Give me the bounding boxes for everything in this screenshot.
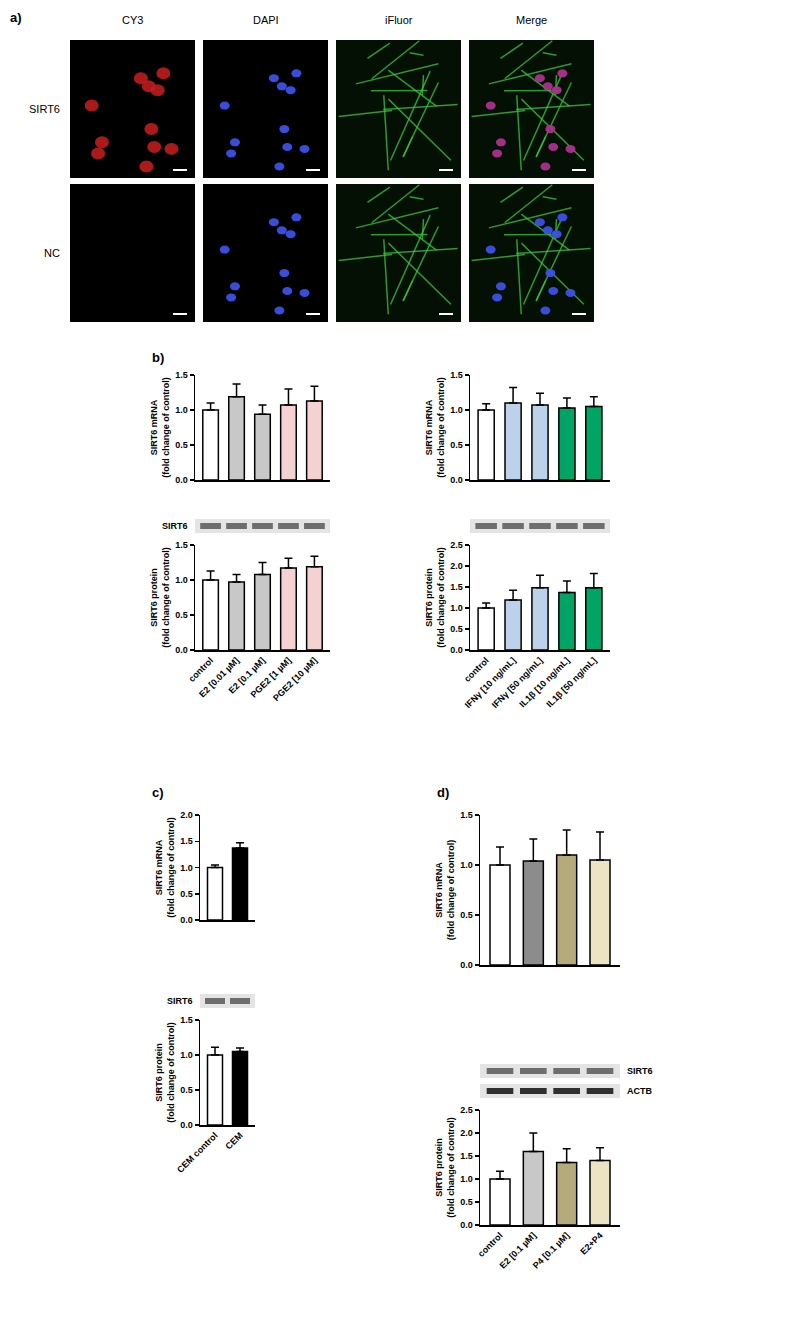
svg-text:CY3: CY3 [122, 14, 143, 26]
svg-text:0.5: 0.5 [180, 1085, 193, 1095]
svg-text:1.0: 1.0 [460, 860, 473, 870]
svg-text:control: control [187, 655, 216, 684]
svg-text:DAPI: DAPI [253, 14, 279, 26]
svg-text:1.0: 1.0 [460, 1174, 473, 1184]
svg-text:c): c) [152, 785, 164, 800]
svg-text:1.5: 1.5 [180, 1015, 193, 1025]
svg-text:2.5: 2.5 [460, 1105, 473, 1115]
svg-text:0.5: 0.5 [175, 610, 188, 620]
svg-text:0.5: 0.5 [175, 440, 188, 450]
svg-text:0.0: 0.0 [450, 475, 463, 485]
svg-text:Merge: Merge [516, 14, 547, 26]
svg-text:CEM control: CEM control [175, 1130, 220, 1175]
svg-text:2.0: 2.0 [450, 561, 463, 571]
svg-text:PGE2 [10 µM]: PGE2 [10 µM] [271, 655, 319, 703]
svg-text:SIRT6 protein(fold change of c: SIRT6 protein(fold change of control) [424, 547, 446, 648]
svg-text:0.0: 0.0 [460, 960, 473, 970]
svg-text:1.5: 1.5 [175, 370, 188, 380]
svg-text:E2 [0.1 µM]: E2 [0.1 µM] [497, 1230, 537, 1270]
svg-text:ACTB: ACTB [627, 1086, 652, 1096]
svg-text:0.5: 0.5 [460, 910, 473, 920]
svg-text:2.0: 2.0 [180, 810, 193, 820]
svg-text:iFluor: iFluor [385, 14, 413, 26]
svg-text:1.0: 1.0 [450, 603, 463, 613]
svg-text:0.0: 0.0 [175, 475, 188, 485]
svg-text:1.0: 1.0 [175, 575, 188, 585]
svg-text:IFNγ [50 ng/mL]: IFNγ [50 ng/mL] [490, 655, 545, 710]
svg-text:E2 [0.1 µM]: E2 [0.1 µM] [227, 655, 267, 695]
svg-text:1.0: 1.0 [180, 1050, 193, 1060]
svg-text:SIRT6: SIRT6 [162, 521, 188, 531]
svg-text:2.0: 2.0 [460, 1128, 473, 1138]
svg-text:1.0: 1.0 [175, 405, 188, 415]
svg-text:1.0: 1.0 [450, 405, 463, 415]
svg-text:1.5: 1.5 [175, 540, 188, 550]
svg-text:SIRT6 protein(fold change of c: SIRT6 protein(fold change of control) [434, 1117, 456, 1218]
svg-text:SIRT6 mRNA(fold change of cont: SIRT6 mRNA(fold change of control) [149, 377, 171, 478]
svg-text:SIRT6 mRNA(fold change of cont: SIRT6 mRNA(fold change of control) [434, 840, 456, 941]
svg-text:IL1β [10 ng/mL]: IL1β [10 ng/mL] [517, 655, 571, 709]
svg-text:0.0: 0.0 [450, 645, 463, 655]
svg-text:E2 [0.01 µM]: E2 [0.01 µM] [197, 655, 241, 699]
svg-text:control: control [476, 1230, 505, 1259]
svg-text:SIRT6 mRNA(fold change of cont: SIRT6 mRNA(fold change of control) [424, 377, 446, 478]
svg-text:SIRT6 protein(fold change of c: SIRT6 protein(fold change of control) [149, 547, 171, 648]
svg-text:2.5: 2.5 [450, 540, 463, 550]
svg-text:0.5: 0.5 [180, 889, 193, 899]
svg-text:a): a) [10, 10, 22, 25]
svg-text:P4 [0.1 µM]: P4 [0.1 µM] [531, 1230, 571, 1270]
svg-text:IL1β [50 ng/mL]: IL1β [50 ng/mL] [544, 655, 598, 709]
svg-text:0.5: 0.5 [450, 624, 463, 634]
svg-text:1.5: 1.5 [460, 1151, 473, 1161]
svg-text:IFNγ [10 ng/mL]: IFNγ [10 ng/mL] [463, 655, 518, 710]
svg-text:CEM: CEM [223, 1130, 244, 1151]
svg-text:0.0: 0.0 [180, 915, 193, 925]
svg-text:1.5: 1.5 [450, 582, 463, 592]
svg-text:1.5: 1.5 [450, 370, 463, 380]
svg-text:d): d) [437, 785, 449, 800]
svg-text:0.5: 0.5 [450, 440, 463, 450]
svg-text:b): b) [152, 350, 164, 365]
svg-text:0.5: 0.5 [460, 1197, 473, 1207]
svg-text:0.0: 0.0 [460, 1220, 473, 1230]
svg-text:1.5: 1.5 [460, 810, 473, 820]
svg-text:SIRT6 mRNA(fold change of cont: SIRT6 mRNA(fold change of control) [154, 817, 176, 918]
svg-text:0.0: 0.0 [180, 1120, 193, 1130]
svg-text:1.5: 1.5 [180, 836, 193, 846]
svg-text:1.0: 1.0 [180, 863, 193, 873]
svg-text:SIRT6 protein(fold change of c: SIRT6 protein(fold change of control) [154, 1022, 176, 1123]
svg-text:NC: NC [44, 247, 60, 259]
svg-text:SIRT6: SIRT6 [167, 996, 193, 1006]
svg-text:control: control [462, 655, 491, 684]
svg-text:SIRT6: SIRT6 [627, 1066, 653, 1076]
svg-text:SIRT6: SIRT6 [29, 103, 60, 115]
svg-text:E2+P4: E2+P4 [578, 1230, 604, 1256]
svg-text:PGE2 [1 µM]: PGE2 [1 µM] [249, 655, 293, 699]
svg-text:0.0: 0.0 [175, 645, 188, 655]
